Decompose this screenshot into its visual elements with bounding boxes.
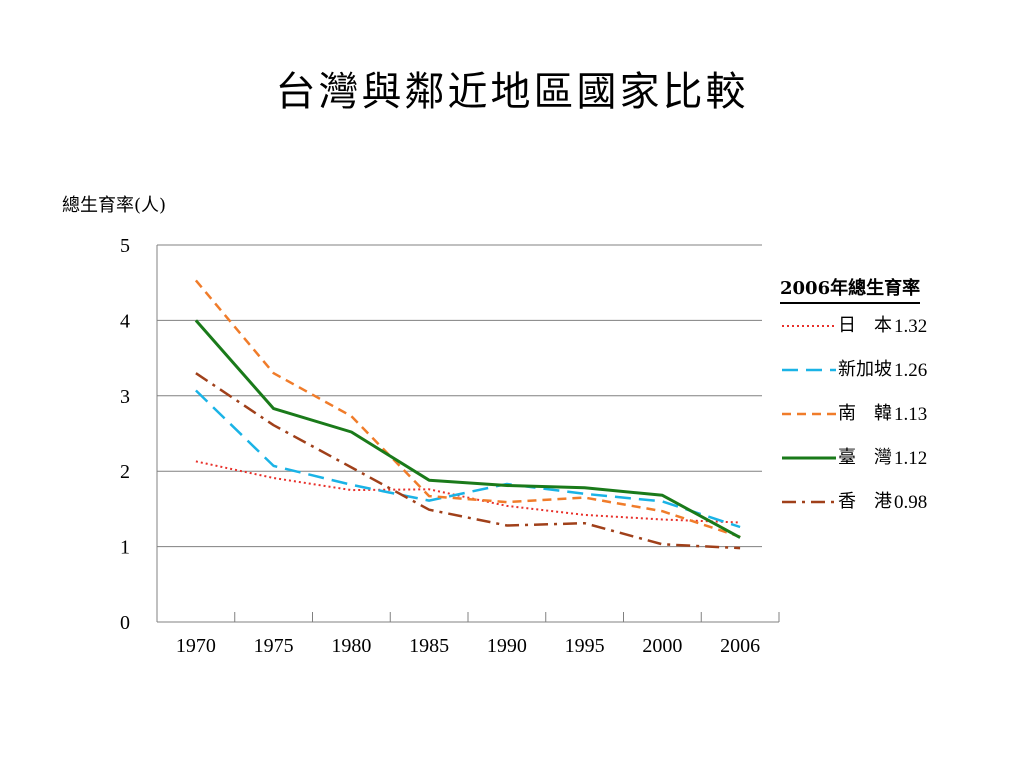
legend-item: 臺 灣 1.12 bbox=[780, 436, 960, 480]
legend-series-value: 1.32 bbox=[894, 315, 928, 337]
y-tick-label: 4 bbox=[120, 310, 130, 332]
x-tick-label: 1970 bbox=[176, 635, 216, 657]
legend-label: 南 韓 1.13 bbox=[838, 402, 928, 425]
series-line-3 bbox=[194, 319, 741, 539]
y-tick-label: 0 bbox=[120, 612, 130, 634]
legend-label: 臺 灣 1.12 bbox=[838, 446, 928, 469]
legend-swatch bbox=[782, 368, 836, 372]
legend-label: 新加坡 1.26 bbox=[838, 358, 928, 381]
legend-series-value: 0.98 bbox=[894, 491, 928, 513]
x-tick-label: 1980 bbox=[331, 635, 371, 657]
legend: 2006年總生育率 日 本 1.32 新加坡 1.26 南 韓 1.13 臺 灣 1.12 香 … bbox=[780, 279, 960, 524]
gridlines bbox=[157, 244, 762, 548]
series-lines bbox=[194, 279, 741, 550]
legend-series-name: 臺 灣 bbox=[838, 446, 892, 468]
legend-series-value: 1.13 bbox=[894, 403, 928, 425]
legend-series-name: 香 港 bbox=[838, 490, 892, 512]
legend-swatch bbox=[782, 456, 836, 460]
series-line-0 bbox=[195, 460, 741, 524]
series-line-2 bbox=[194, 279, 741, 538]
x-tick-label: 2000 bbox=[642, 635, 682, 657]
series-line-4 bbox=[195, 372, 741, 550]
x-tick-label: 1995 bbox=[565, 635, 605, 657]
y-tick-label: 1 bbox=[120, 537, 130, 559]
x-tick-label: 1990 bbox=[487, 635, 527, 657]
slide-title: 台灣與鄰近地區國家比較 bbox=[275, 69, 749, 115]
legend-title: 2006年總生育率 bbox=[780, 280, 921, 304]
legend-series-value: 1.12 bbox=[894, 447, 928, 469]
legend-item: 香 港 0.98 bbox=[780, 480, 960, 524]
y-axis-title: 總生育率(人) bbox=[62, 195, 167, 216]
legend-swatch bbox=[782, 325, 836, 327]
legend-series-name: 新加坡 bbox=[838, 358, 892, 380]
legend-label: 香 港 0.98 bbox=[838, 490, 928, 513]
y-tick-labels: 0 1 2 3 4 5 bbox=[120, 235, 130, 634]
legend-item: 日 本 1.32 bbox=[780, 304, 960, 348]
legend-series-name: 南 韓 bbox=[838, 402, 892, 424]
legend-series-name: 日 本 bbox=[838, 314, 892, 336]
legend-swatch bbox=[782, 500, 836, 504]
x-tick-label: 2006 bbox=[720, 635, 760, 657]
y-tick-label: 2 bbox=[120, 461, 130, 483]
x-tick-label: 1975 bbox=[254, 635, 294, 657]
series-line-1 bbox=[195, 389, 741, 529]
legend-series-value: 1.26 bbox=[894, 359, 928, 381]
legend-label: 日 本 1.32 bbox=[838, 314, 928, 337]
legend-item: 南 韓 1.13 bbox=[780, 392, 960, 436]
x-tick-label: 1985 bbox=[409, 635, 449, 657]
y-tick-label: 3 bbox=[120, 386, 130, 408]
legend-items: 日 本 1.32 新加坡 1.26 南 韓 1.13 臺 灣 1.12 香 港 0.98 bbox=[780, 304, 960, 524]
legend-item: 新加坡 1.26 bbox=[780, 348, 960, 392]
x-tick-labels: 1970 1975 1980 1985 1990 1995 2000 2006 bbox=[176, 635, 760, 657]
axes bbox=[156, 245, 780, 623]
y-tick-label: 5 bbox=[120, 235, 130, 257]
legend-swatch bbox=[782, 412, 836, 416]
